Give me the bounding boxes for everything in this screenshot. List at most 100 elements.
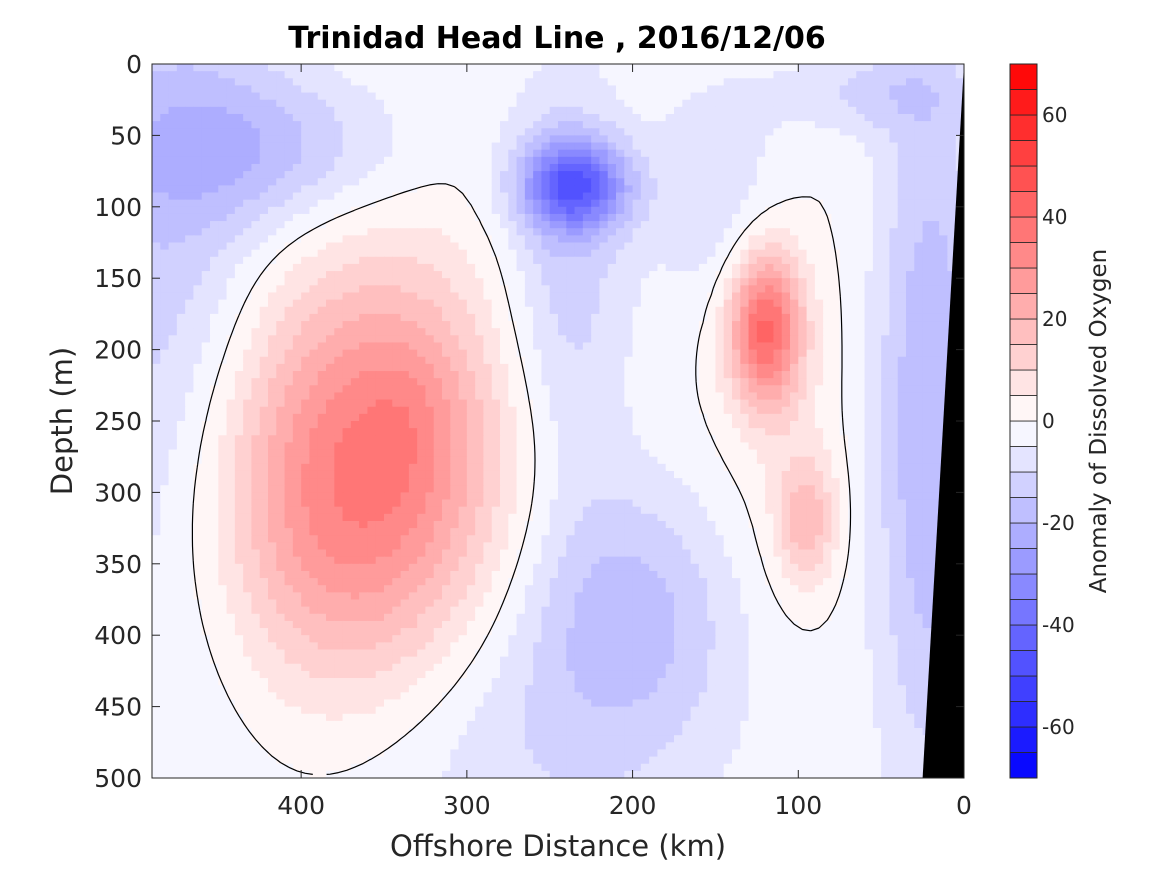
- heatmap-cell: [516, 335, 526, 344]
- heatmap-cell: [251, 142, 261, 151]
- heatmap-cell: [939, 328, 949, 336]
- heatmap-cell: [375, 185, 385, 194]
- heatmap-cell: [268, 192, 277, 201]
- heatmap-cell: [707, 156, 717, 165]
- heatmap-cell: [930, 71, 940, 79]
- heatmap-cell: [798, 413, 808, 422]
- heatmap-cell: [234, 285, 244, 294]
- heatmap-cell: [558, 85, 567, 94]
- heatmap-cell: [475, 256, 485, 265]
- heatmap-cell: [342, 121, 352, 129]
- heatmap-cell: [881, 285, 891, 294]
- heatmap-cell: [872, 113, 882, 122]
- heatmap-cell: [433, 342, 443, 351]
- heatmap-cell: [558, 363, 567, 372]
- heatmap-cell: [458, 135, 468, 144]
- heatmap-cell: [549, 356, 559, 365]
- heatmap-cell: [334, 278, 344, 286]
- heatmap-cell: [226, 192, 236, 201]
- heatmap-cell: [226, 356, 236, 365]
- heatmap-cell: [541, 321, 551, 329]
- heatmap-cell: [359, 306, 369, 315]
- heatmap-cell: [864, 85, 874, 94]
- heatmap-cell: [508, 335, 518, 344]
- heatmap-cell: [400, 299, 410, 308]
- heatmap-cell: [823, 171, 833, 179]
- heatmap-cell: [748, 128, 758, 136]
- heatmap-cell: [483, 142, 493, 151]
- heatmap-cell: [508, 178, 518, 186]
- heatmap-cell: [317, 321, 327, 329]
- heatmap-cell: [226, 421, 236, 429]
- heatmap-cell: [533, 313, 543, 322]
- heatmap-cell: [599, 392, 609, 401]
- heatmap-cell: [831, 156, 841, 165]
- heatmap-cell: [814, 78, 824, 87]
- heatmap-cell: [939, 321, 949, 329]
- heatmap-cell: [715, 113, 725, 122]
- heatmap-cell: [500, 135, 509, 144]
- heatmap-cell: [193, 321, 203, 329]
- heatmap-cell: [582, 371, 592, 379]
- heatmap-cell: [632, 149, 642, 158]
- heatmap-cell: [152, 128, 161, 136]
- heatmap-cell: [781, 163, 791, 172]
- heatmap-cell: [707, 328, 717, 336]
- heatmap-cell: [864, 221, 874, 229]
- heatmap-cell: [616, 199, 625, 208]
- heatmap-cell: [558, 242, 567, 251]
- heatmap-cell: [798, 85, 808, 94]
- heatmap-cell: [756, 313, 766, 322]
- heatmap-cell: [292, 128, 302, 136]
- heatmap-cell: [384, 228, 393, 236]
- heatmap-cell: [640, 271, 650, 279]
- heatmap-cell: [897, 335, 907, 344]
- heatmap-cell: [160, 192, 170, 201]
- heatmap-cell: [765, 71, 775, 79]
- heatmap-cell: [906, 413, 915, 422]
- heatmap-cell: [533, 85, 543, 94]
- heatmap-cell: [740, 142, 750, 151]
- heatmap-cell: [392, 142, 402, 151]
- heatmap-cell: [334, 178, 344, 186]
- heatmap-cell: [732, 135, 741, 144]
- heatmap-cell: [566, 263, 576, 272]
- heatmap-cell: [367, 278, 377, 286]
- heatmap-cell: [433, 421, 443, 429]
- heatmap-cell: [591, 128, 601, 136]
- heatmap-cell: [740, 335, 750, 344]
- heatmap-cell: [848, 249, 857, 258]
- heatmap-cell: [400, 163, 410, 172]
- heatmap-cell: [334, 335, 344, 344]
- heatmap-cell: [342, 328, 352, 336]
- heatmap-cell: [640, 292, 650, 301]
- heatmap-cell: [317, 292, 327, 301]
- heatmap-cell: [359, 199, 369, 208]
- heatmap-cell: [616, 413, 625, 422]
- heatmap-cell: [856, 392, 866, 401]
- heatmap-cell: [773, 356, 783, 365]
- heatmap-cell: [284, 413, 294, 422]
- heatmap-cell: [856, 356, 866, 365]
- heatmap-cell: [674, 171, 683, 179]
- heatmap-cell: [839, 342, 849, 351]
- heatmap-cell: [781, 171, 791, 179]
- heatmap-cell: [856, 64, 866, 72]
- heatmap-cell: [558, 185, 567, 194]
- heatmap-cell: [533, 285, 543, 294]
- heatmap-cell: [649, 213, 659, 222]
- heatmap-cell: [508, 349, 518, 358]
- heatmap-cell: [906, 92, 915, 101]
- heatmap-cell: [425, 99, 435, 108]
- heatmap-cell: [533, 328, 543, 336]
- heatmap-cell: [408, 199, 418, 208]
- heatmap-cell: [152, 385, 161, 394]
- heatmap-cell: [367, 163, 377, 172]
- heatmap-cell: [276, 206, 286, 215]
- heatmap-cell: [516, 249, 526, 258]
- heatmap-cell: [814, 263, 824, 272]
- heatmap-cell: [582, 263, 592, 272]
- heatmap-cell: [533, 128, 543, 136]
- heatmap-cell: [524, 371, 534, 379]
- heatmap-cell: [392, 371, 402, 379]
